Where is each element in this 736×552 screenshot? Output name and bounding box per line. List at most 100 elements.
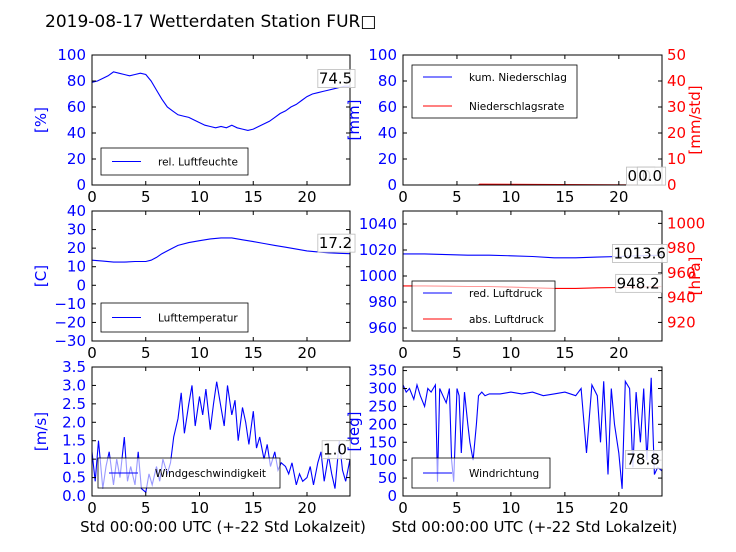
x-tick-label: 5 <box>141 188 151 206</box>
x-tick-label: 10 <box>190 188 209 206</box>
x-tick-label: 15 <box>244 344 263 362</box>
series-line-humidity-0 <box>92 71 350 131</box>
y-tick-label: 200 <box>368 415 397 433</box>
value-annotation: 1013.6 <box>613 244 666 262</box>
value-annotation-box <box>612 244 668 263</box>
x-tick-label: 20 <box>297 499 316 517</box>
x-tick-label: 10 <box>501 499 520 517</box>
y-tick-label: 40 <box>67 202 86 220</box>
x-tick-label: 0 <box>87 188 97 206</box>
plot-frame <box>91 54 351 186</box>
legend <box>411 280 556 332</box>
y-tick-label: 0.0 <box>62 487 86 505</box>
y-tick-label: −30 <box>54 332 86 350</box>
y-tick-label: 40 <box>67 124 86 142</box>
x-tick-label: 5 <box>452 499 462 517</box>
value-annotation-box <box>321 440 351 460</box>
y-axis-label: [mm] <box>345 100 363 141</box>
y-tick-label: 0.5 <box>62 469 86 487</box>
y-tick-label: 350 <box>368 362 397 380</box>
y-tick-label: 80 <box>378 72 397 90</box>
y-tick-label: 20 <box>378 150 397 168</box>
y-tick-label: 980 <box>368 293 397 311</box>
value-annotation-box <box>624 450 663 469</box>
chart-humidity: 0 5 10 15 20 0 20 40 60 80 100 [%] 74.5 rel. Luftfeuc… <box>32 46 356 206</box>
value-annotation-box <box>317 233 356 253</box>
y-axis-label: [%] <box>32 107 50 133</box>
chart-temperature: 0 5 10 15 20−30−20−10010203040[C]17.2Lufttem… <box>32 202 356 362</box>
value-annotation: 74.5 <box>319 70 352 88</box>
y2-tick-label: 30 <box>667 98 686 116</box>
plot-frame <box>402 54 663 186</box>
y-tick-label: −20 <box>54 313 86 331</box>
value-annotation: 0.0 <box>638 167 662 185</box>
y2-tick-label: 960 <box>667 264 696 282</box>
y-tick-label: 3.5 <box>62 358 86 376</box>
x-tick-label: 15 <box>555 344 574 362</box>
value-annotation-box <box>615 273 663 293</box>
legend-label: abs. Luftdruck <box>469 314 545 326</box>
y-tick-label: 40 <box>378 124 397 142</box>
x-tick-label: 0 <box>398 188 408 206</box>
x-tick-label: 15 <box>555 188 574 206</box>
plot-frame <box>91 210 351 342</box>
x-tick-label: 0 <box>398 344 408 362</box>
x-tick-label: 20 <box>609 499 628 517</box>
legend <box>411 64 578 119</box>
y-tick-label: 20 <box>67 150 86 168</box>
chart-precip: 0 5 10 15 20 0 20 40 60 80 100 0 10 20 30 40 50 [mm/std] [… <box>345 46 704 206</box>
y-tick-label: 3.0 <box>62 376 86 394</box>
chart-pressure: 0 5 10 15 2096098010001020104092094096098010… <box>359 210 705 362</box>
y-tick-label: 1000 <box>359 267 397 285</box>
y-tick-label: 0 <box>387 176 397 194</box>
y-tick-label: 50 <box>378 469 397 487</box>
y2-tick-label: 1000 <box>667 214 705 232</box>
x-tick-label: 10 <box>190 499 209 517</box>
x-axis-label: Std 00:00:00 UTC (+-22 Std Lokalzeit) <box>392 518 678 536</box>
y-tick-label: 10 <box>67 258 86 276</box>
series-line-winddir-0 <box>403 377 662 489</box>
y-tick-label: 20 <box>67 239 86 257</box>
x-tick-label: 0 <box>87 344 97 362</box>
x-tick-label: 20 <box>297 344 316 362</box>
x-tick-label: 15 <box>244 499 263 517</box>
x-tick-label: 10 <box>190 344 209 362</box>
x-tick-label: 15 <box>244 188 263 206</box>
figure-title: 2019-08-17 Wetterdaten Station FUR□ <box>45 12 376 32</box>
value-annotation: 948.2 <box>617 274 660 292</box>
y-tick-label: 100 <box>368 46 397 64</box>
value-annotation-box <box>317 69 356 88</box>
x-tick-label: 10 <box>501 188 520 206</box>
y-axis-label: [m/s] <box>32 412 50 451</box>
y-tick-label: 1.0 <box>62 450 86 468</box>
x-tick-label: 0 <box>87 499 97 517</box>
y-tick-label: 1040 <box>359 215 397 233</box>
y-tick-label: 2.0 <box>62 413 86 431</box>
y-tick-label: 100 <box>57 46 86 64</box>
y-tick-label: 250 <box>368 397 397 415</box>
y2-tick-label: 10 <box>667 150 686 168</box>
y-tick-label: 300 <box>368 380 397 398</box>
legend-label: Niederschlagsrate <box>469 101 564 113</box>
x-tick-label: 15 <box>555 499 574 517</box>
y-axis-label: [C] <box>32 265 50 287</box>
y-tick-label: 0 <box>387 487 397 505</box>
value-annotation: 1.0 <box>323 441 347 459</box>
x-tick-label: 20 <box>609 188 628 206</box>
x-axis-label: Std 00:00:00 UTC (+-22 Std Lokalzeit) <box>80 518 366 536</box>
y-tick-label: 1020 <box>359 241 397 259</box>
series-line-temperature-0 <box>92 237 350 263</box>
y-tick-label: 100 <box>368 451 397 469</box>
legend-label: Windrichtung <box>469 468 539 480</box>
value-annotation: 17.2 <box>319 234 352 252</box>
x-tick-label: 5 <box>452 188 462 206</box>
y2-tick-label: 0 <box>667 176 677 194</box>
y-tick-label: 960 <box>368 319 397 337</box>
y-tick-label: 80 <box>67 72 86 90</box>
plot-frame <box>91 366 351 497</box>
y-axis-label: [deg] <box>345 412 363 452</box>
x-tick-label: 20 <box>297 188 316 206</box>
chart-windspeed: 0 5 10 15 200.00.51.01.52.02.53.03.5[m/s]Std… <box>32 358 366 536</box>
value-annotation-box <box>636 166 667 186</box>
x-tick-label: 20 <box>609 344 628 362</box>
